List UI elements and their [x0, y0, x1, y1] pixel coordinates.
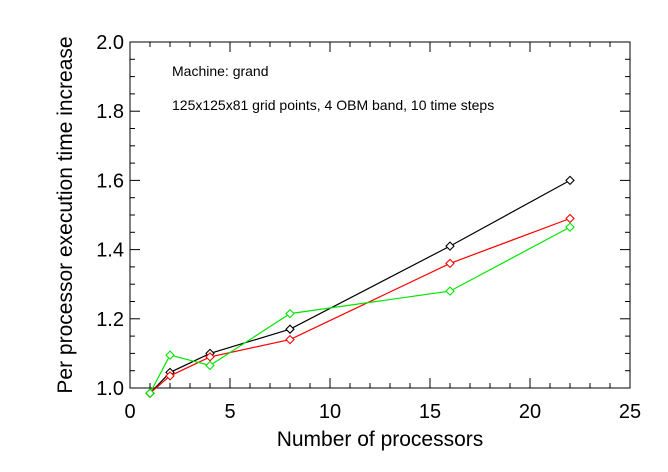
series-1-point [165, 371, 175, 381]
y-tick-label: 1.2 [96, 309, 124, 331]
plot-frame [129, 41, 631, 389]
annotation-machine: Machine: grand [172, 63, 269, 79]
series-1-point [445, 258, 455, 269]
y-tick-label: 2.0 [96, 32, 124, 54]
x-axis-title: Number of processors [277, 428, 484, 451]
series-1-point [285, 334, 295, 345]
series-line-2 [149, 226, 571, 394]
x-tick-label: 20 [519, 401, 541, 423]
axis-ticks: 0 5 10 15 20 25 1.0 1.2 1.4 1.6 1.8 2.0 [96, 32, 641, 423]
series-2-point [445, 286, 455, 296]
y-tick-label: 1.6 [96, 170, 124, 192]
series-2-point [205, 360, 215, 371]
x-tick-label: 5 [224, 401, 235, 423]
series-2-point [285, 308, 295, 319]
y-tick-label: 1.4 [96, 240, 124, 262]
series-line-1 [149, 217, 571, 394]
series-2-point [165, 350, 175, 360]
y-tick-label: 1.8 [96, 101, 124, 123]
series-0-point [565, 175, 575, 186]
x-tick-label: 15 [419, 401, 441, 423]
series-line-0 [149, 179, 571, 394]
x-tick-label: 0 [124, 401, 135, 423]
x-tick-label: 10 [319, 401, 341, 423]
y-tick-label: 1.0 [96, 378, 124, 400]
series-2-point [565, 222, 575, 232]
series-0-point [285, 324, 295, 334]
y-axis-title: Per processor execution time increase [54, 36, 77, 393]
series-1-point [565, 213, 575, 224]
x-tick-label: 25 [619, 401, 641, 423]
series-layer [145, 175, 575, 398]
annotation-grid-info: 125x125x81 grid points, 4 OBM band, 10 t… [172, 97, 494, 113]
series-0-point [445, 241, 455, 251]
series-2-point [145, 388, 155, 398]
